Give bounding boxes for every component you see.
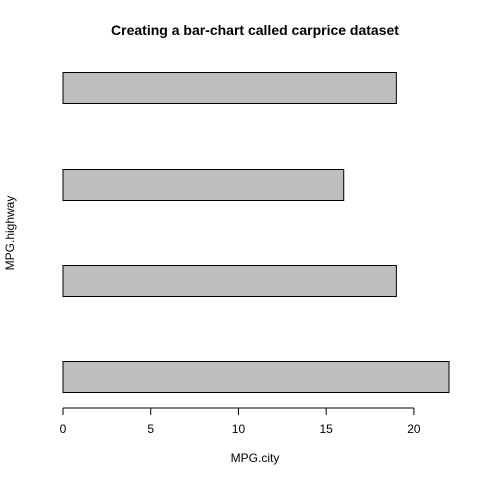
- chart-title: Creating a bar-chart called carprice dat…: [111, 22, 399, 38]
- x-axis-label: MPG.city: [231, 451, 280, 465]
- x-axis: 0 5 10 15 20: [60, 407, 421, 436]
- bar-2: [62, 265, 397, 297]
- x-tick-label-5: 5: [147, 422, 154, 436]
- x-tick-label-15: 15: [320, 422, 334, 436]
- bar-3: [62, 169, 345, 201]
- x-tick-label-20: 20: [407, 422, 421, 436]
- x-tick-label-10: 10: [232, 422, 246, 436]
- bars-group: [62, 72, 450, 393]
- x-tick-label-0: 0: [60, 422, 67, 436]
- bar-4: [62, 72, 397, 104]
- y-axis-label: MPG.highway: [3, 196, 17, 271]
- bar-1: [62, 361, 450, 393]
